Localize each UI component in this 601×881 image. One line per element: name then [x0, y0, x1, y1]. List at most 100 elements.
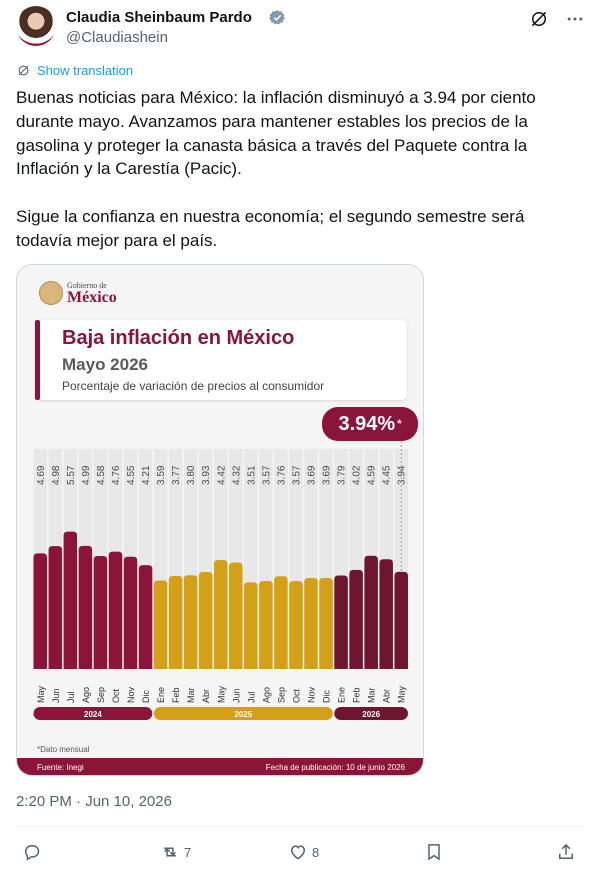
publication-date: Fecha de publicación: 10 de junio 2026 — [265, 763, 405, 772]
chart-bar — [168, 576, 183, 669]
more-options-icon[interactable] — [565, 9, 585, 29]
bar-value-label: 4.76 — [111, 465, 122, 485]
chart-bar — [349, 569, 363, 669]
retweet-count: 7 — [184, 844, 192, 860]
like-button[interactable]: 8 — [288, 840, 319, 864]
badge-value: 3.94% — [338, 412, 396, 435]
gobierno-mexico-logo: Gobierno de México — [39, 281, 149, 307]
year-band — [153, 707, 333, 720]
bar-value-label: 4.55 — [126, 465, 137, 485]
bookmark-button[interactable] — [424, 840, 444, 864]
bar-value-label: 4.69 — [36, 465, 47, 485]
tweet-paragraph-2: Sigue la confianza en nuestra economía; … — [16, 206, 525, 250]
chart-bar — [63, 531, 78, 669]
grok-icon[interactable] — [529, 9, 549, 29]
chart-bar — [304, 577, 318, 669]
avatar[interactable] — [16, 6, 56, 46]
infographic-footer: Fuente: Inegi Fecha de publicación: 10 d… — [17, 758, 423, 775]
chart-subtitle: Mayo 2026 — [62, 355, 148, 374]
month-tick-label: Dic — [141, 690, 151, 703]
month-tick-label: Ago — [261, 687, 271, 703]
chart-footnote: *Dato mensual — [37, 745, 90, 754]
bar-value-label: 3.57 — [291, 465, 302, 485]
bar-value-label: 4.59 — [367, 465, 378, 485]
logo-big-text: México — [67, 289, 117, 306]
month-tick-label: Dic — [322, 690, 332, 703]
bar-value-label: 3.94 — [397, 465, 408, 485]
month-tick-label: Nov — [126, 686, 136, 703]
chart-bar — [93, 556, 108, 669]
chart-bar — [153, 580, 168, 669]
month-tick-label: Sep — [276, 687, 286, 703]
year-band-label: 2025 — [234, 710, 252, 719]
year-band-label: 2024 — [84, 710, 102, 719]
retweet-icon — [164, 847, 176, 857]
translate-icon — [18, 65, 29, 76]
bar-value-label: 4.42 — [216, 465, 227, 485]
bar-value-label: 3.69 — [306, 465, 317, 485]
author-handle[interactable]: @Claudiashein — [66, 29, 168, 46]
month-tick-label: Feb — [352, 687, 362, 703]
chart-bar — [108, 551, 123, 669]
chart-bar — [213, 559, 228, 669]
tweet-timestamp[interactable]: 2:20 PM · Jun 10, 2026 — [16, 793, 172, 810]
latest-value-badge: 3.94% * — [322, 407, 418, 441]
month-tick-label: Ene — [337, 687, 347, 703]
tweet-text: Buenas noticias para México: la inflació… — [16, 86, 576, 253]
share-icon — [559, 843, 573, 859]
chart-bar — [274, 576, 288, 669]
divider — [16, 826, 585, 827]
month-tick-label: Jul — [66, 691, 76, 703]
bar-value-label: 4.45 — [382, 465, 393, 485]
bar-value-label: 3.51 — [246, 465, 257, 485]
month-tick-label: Feb — [171, 687, 181, 703]
bar-value-label: 4.21 — [141, 465, 152, 485]
month-tick-label: Oct — [111, 688, 121, 703]
bar-value-label: 3.59 — [156, 465, 167, 485]
chart-title: Baja inflación en México — [62, 327, 295, 349]
badge-mark: * — [397, 418, 402, 430]
month-tick-label: Jul — [246, 691, 256, 703]
month-tick-label: May — [397, 685, 407, 703]
chart-note: Porcentaje de variación de precios al co… — [62, 379, 325, 393]
show-translation-link[interactable]: Show translation — [16, 63, 133, 78]
author-name[interactable]: Claudia Sheinbaum Pardo — [66, 9, 252, 26]
verified-badge-icon[interactable] — [269, 9, 286, 26]
month-tick-label: Jun — [231, 688, 241, 703]
retweet-button[interactable]: 7 — [160, 840, 191, 864]
bookmark-icon — [428, 844, 440, 861]
month-tick-label: May — [36, 685, 46, 703]
chart-bar — [289, 580, 303, 669]
like-count: 8 — [312, 844, 320, 860]
bar-value-label: 3.57 — [261, 465, 272, 485]
year-band-label: 2026 — [362, 710, 380, 719]
bar-value-label: 3.93 — [201, 465, 212, 485]
tweet-actions: 7 8 — [16, 840, 585, 868]
infographic-image[interactable]: Gobierno de México Baja inflación en Méx… — [16, 264, 424, 776]
reply-icon — [24, 845, 40, 861]
chart-bar — [123, 556, 138, 669]
title-accent-bar — [35, 320, 40, 400]
month-tick-label: Ago — [81, 687, 91, 703]
bar-value-label: 3.69 — [322, 465, 333, 485]
chart-title-box: Baja inflación en México Mayo 2026 Porce… — [35, 320, 407, 400]
bar-value-label: 3.80 — [186, 465, 197, 485]
chart-bar — [379, 559, 393, 669]
chart-bar — [364, 555, 378, 669]
bar-value-label: 3.76 — [276, 465, 287, 485]
bar-value-label: 4.02 — [352, 465, 363, 485]
share-button[interactable] — [556, 840, 576, 864]
show-translation-label: Show translation — [37, 63, 134, 78]
chart-bar — [33, 553, 48, 669]
chart-bar — [334, 575, 348, 669]
reply-button[interactable] — [22, 840, 42, 864]
year-band — [33, 707, 153, 720]
chart-bar — [198, 572, 213, 669]
source-label: Fuente: Inegi — [37, 763, 84, 772]
month-tick-label: Abr — [382, 689, 392, 703]
national-seal-icon — [39, 281, 63, 305]
bar-value-label: 4.98 — [51, 465, 62, 485]
month-tick-label: Nov — [306, 686, 316, 703]
bar-value-label: 3.77 — [171, 465, 182, 485]
tweet-header: Claudia Sheinbaum Pardo @Claudiashein — [16, 6, 585, 50]
